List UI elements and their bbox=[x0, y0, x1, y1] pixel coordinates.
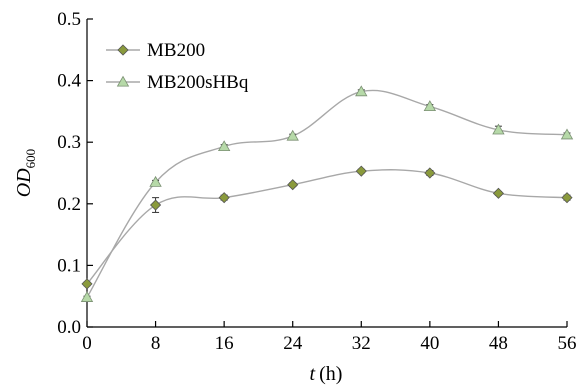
data-point bbox=[492, 123, 505, 135]
y-ticks: 0.0 0.1 0.2 0.3 0.4 0.5 bbox=[57, 9, 93, 338]
x-tick-label: 40 bbox=[420, 333, 439, 354]
legend-label: MB200 bbox=[147, 40, 205, 61]
data-point bbox=[423, 100, 437, 111]
data-point bbox=[81, 278, 93, 290]
legend-label: MB200sHBq bbox=[147, 72, 249, 93]
data-point bbox=[492, 187, 504, 199]
y-tick-label: 0.4 bbox=[57, 71, 81, 92]
y-tick-label: 0.1 bbox=[57, 255, 81, 276]
legend-item-mb200shbq: MB200sHBq bbox=[106, 72, 249, 93]
axes bbox=[86, 19, 567, 328]
x-tick-label: 56 bbox=[558, 333, 577, 354]
x-tick-label: 0 bbox=[82, 333, 92, 354]
y-tick-label: 0.3 bbox=[57, 132, 81, 153]
y-tick-label: 0.0 bbox=[57, 317, 81, 338]
x-axis-title-var: t bbox=[310, 363, 316, 385]
series-line bbox=[86, 169, 568, 285]
series-mb200shbq bbox=[80, 85, 574, 302]
data-point bbox=[560, 128, 574, 140]
x-tick-label: 16 bbox=[215, 333, 234, 354]
x-tick-label: 48 bbox=[489, 333, 508, 354]
x-tick-label: 24 bbox=[283, 333, 303, 354]
y-axis-title-main: OD bbox=[13, 168, 35, 197]
data-point bbox=[149, 175, 162, 187]
data-point bbox=[355, 165, 367, 177]
data-point bbox=[217, 140, 231, 152]
data-point bbox=[424, 167, 436, 179]
x-ticks: 0 8 16 24 32 40 48 56 bbox=[82, 321, 577, 354]
y-axis-title: OD600 bbox=[13, 149, 38, 197]
data-point bbox=[355, 85, 368, 97]
x-tick-label: 8 bbox=[151, 333, 161, 354]
legend: MB200 MB200sHBq bbox=[106, 40, 249, 93]
data-point bbox=[150, 199, 162, 211]
y-tick-label: 0.2 bbox=[57, 194, 81, 215]
data-point bbox=[561, 192, 573, 204]
data-point bbox=[286, 129, 299, 141]
legend-item-mb200: MB200 bbox=[106, 40, 205, 61]
data-point bbox=[80, 291, 94, 302]
y-axis-title-sub: 600 bbox=[23, 149, 38, 169]
legend-marker bbox=[117, 44, 129, 56]
series-layer bbox=[80, 85, 574, 302]
x-axis-title-unit: (h) bbox=[319, 363, 342, 385]
x-tick-label: 32 bbox=[352, 333, 371, 354]
x-axis-title: t (h) bbox=[310, 363, 343, 385]
data-point bbox=[218, 192, 230, 204]
legend-marker bbox=[116, 75, 130, 87]
data-point bbox=[287, 179, 299, 191]
series-mb200 bbox=[81, 165, 573, 290]
y-tick-label: 0.5 bbox=[57, 9, 81, 30]
